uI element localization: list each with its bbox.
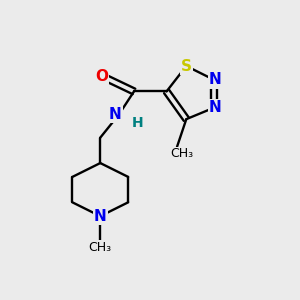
Text: S: S: [181, 58, 192, 74]
Text: N: N: [209, 100, 222, 115]
Text: H: H: [132, 116, 143, 130]
Text: N: N: [209, 72, 222, 87]
Text: N: N: [94, 209, 107, 224]
Text: CH₃: CH₃: [170, 147, 193, 160]
Text: N: N: [109, 107, 122, 122]
Text: CH₃: CH₃: [89, 241, 112, 254]
Text: O: O: [95, 69, 108, 84]
